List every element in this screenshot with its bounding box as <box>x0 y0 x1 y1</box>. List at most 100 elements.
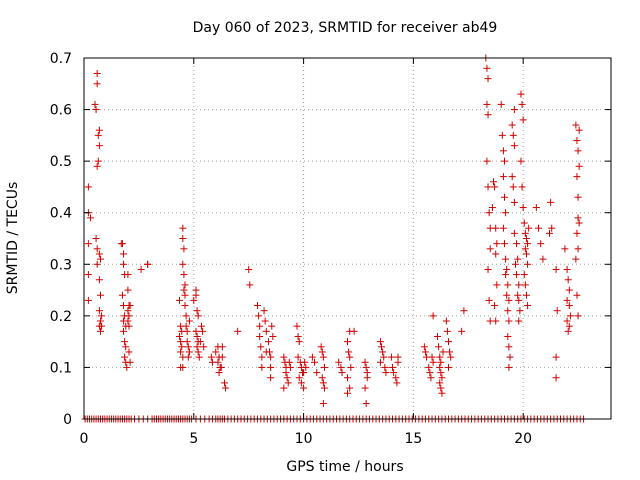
data-point <box>484 75 492 83</box>
data-point <box>282 369 290 377</box>
data-point <box>118 240 126 248</box>
data-point <box>483 64 491 72</box>
data-point <box>504 281 512 289</box>
data-point <box>484 265 492 273</box>
data-point <box>490 178 498 186</box>
data-point <box>497 100 505 108</box>
data-point <box>493 240 501 248</box>
data-point <box>492 317 500 325</box>
data-point <box>214 358 222 366</box>
data-point <box>212 348 220 356</box>
data-point <box>344 374 351 382</box>
data-point <box>392 374 400 382</box>
data-point <box>539 255 547 263</box>
data-point <box>144 260 152 268</box>
data-point <box>563 265 571 273</box>
data-point <box>124 271 132 279</box>
data-point <box>434 332 442 340</box>
data-point <box>437 384 445 392</box>
data-point <box>573 229 581 237</box>
data-point <box>346 384 354 392</box>
data-point <box>389 363 397 371</box>
data-point <box>438 374 446 382</box>
y-tick-label: 0.2 <box>50 309 72 325</box>
data-point <box>218 343 226 351</box>
data-point <box>256 322 264 330</box>
data-point <box>124 286 132 294</box>
data-point <box>124 317 132 325</box>
data-point <box>361 384 369 392</box>
data-point <box>319 379 327 387</box>
data-point <box>308 353 316 361</box>
data-point <box>363 374 371 382</box>
data-point <box>246 281 254 289</box>
data-point <box>125 312 133 320</box>
data-point <box>565 322 573 330</box>
data-point <box>484 183 492 191</box>
data-point <box>179 235 187 242</box>
data-point <box>566 312 574 320</box>
y-axis-label: SRMTID / TECUs <box>5 182 21 295</box>
data-point <box>535 224 543 232</box>
data-point <box>294 332 302 340</box>
data-point <box>179 363 187 371</box>
data-point <box>485 296 493 304</box>
grid-lines <box>84 58 611 419</box>
data-point <box>521 229 529 237</box>
y-tick-label: 0 <box>63 412 72 428</box>
data-point <box>182 322 190 330</box>
data-point <box>458 327 466 335</box>
data-point <box>120 260 128 268</box>
data-point <box>499 147 507 155</box>
data-point <box>177 338 185 346</box>
data-point <box>547 198 555 206</box>
data-point <box>425 363 433 371</box>
data-point <box>503 291 511 299</box>
data-point <box>337 363 345 371</box>
data-point <box>508 173 516 181</box>
data-point <box>522 250 530 258</box>
x-tick-label: 10 <box>295 431 313 447</box>
data-point <box>501 157 509 165</box>
data-point <box>525 224 533 232</box>
data-point <box>196 338 204 346</box>
data-point <box>519 204 527 212</box>
data-point <box>120 250 128 258</box>
data-point <box>137 265 145 273</box>
data-point <box>532 204 540 212</box>
data-point <box>438 389 446 397</box>
data-point <box>181 302 189 310</box>
data-point <box>572 121 580 129</box>
data-point <box>505 296 513 304</box>
data-point <box>445 363 453 371</box>
data-point <box>426 369 434 377</box>
data-point <box>267 374 275 382</box>
data-point <box>508 121 516 129</box>
data-point <box>509 131 517 139</box>
data-point <box>284 379 292 387</box>
data-point <box>257 343 265 351</box>
data-point <box>347 363 355 371</box>
data-point <box>574 245 582 253</box>
data-point <box>92 106 100 114</box>
data-point <box>575 219 583 227</box>
data-point <box>376 358 384 366</box>
data-point <box>179 260 187 268</box>
data-point <box>429 358 437 366</box>
x-axis-label: GPS time / hours <box>286 459 403 475</box>
data-point <box>436 363 444 371</box>
data-point <box>183 338 191 346</box>
data-point <box>524 240 532 248</box>
data-point <box>515 317 523 325</box>
data-point <box>184 353 192 361</box>
data-point <box>253 302 261 310</box>
data-point <box>197 322 205 330</box>
data-point <box>483 157 491 165</box>
data-point <box>509 183 517 191</box>
data-point <box>501 240 509 248</box>
data-point <box>94 157 102 165</box>
data-point <box>319 400 327 408</box>
data-point <box>361 358 369 366</box>
data-point <box>192 291 200 299</box>
data-point <box>563 317 571 325</box>
